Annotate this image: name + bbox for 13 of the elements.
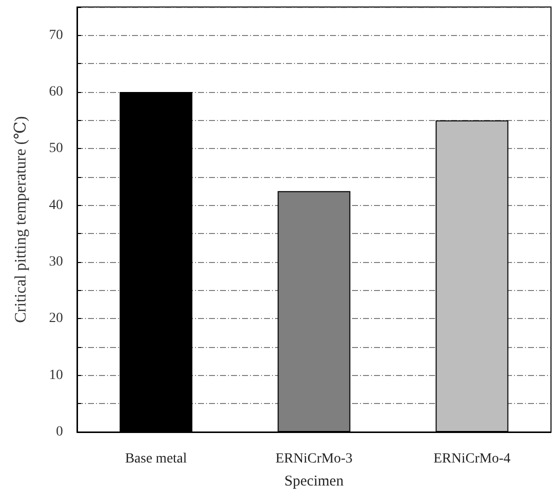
y-tick-label: 20: [49, 311, 63, 326]
y-tick-label: 50: [49, 141, 63, 156]
y-axis-title: Critical pitting temperature (℃): [12, 116, 30, 323]
y-tick-label: 40: [49, 198, 63, 213]
x-tick-label: ERNiCrMo-3: [276, 452, 352, 466]
y-tick-label: 70: [49, 28, 63, 43]
y-tick-label: 30: [49, 254, 63, 270]
x-axis-title: Specimen: [284, 474, 344, 490]
x-tick-label: ERNiCrMo-4: [434, 452, 510, 466]
x-tick-label: Base metal: [125, 452, 188, 466]
y-tick-label: 0: [56, 424, 63, 440]
y-tick-label: 60: [49, 84, 63, 100]
y-tick-label: 10: [49, 368, 63, 383]
